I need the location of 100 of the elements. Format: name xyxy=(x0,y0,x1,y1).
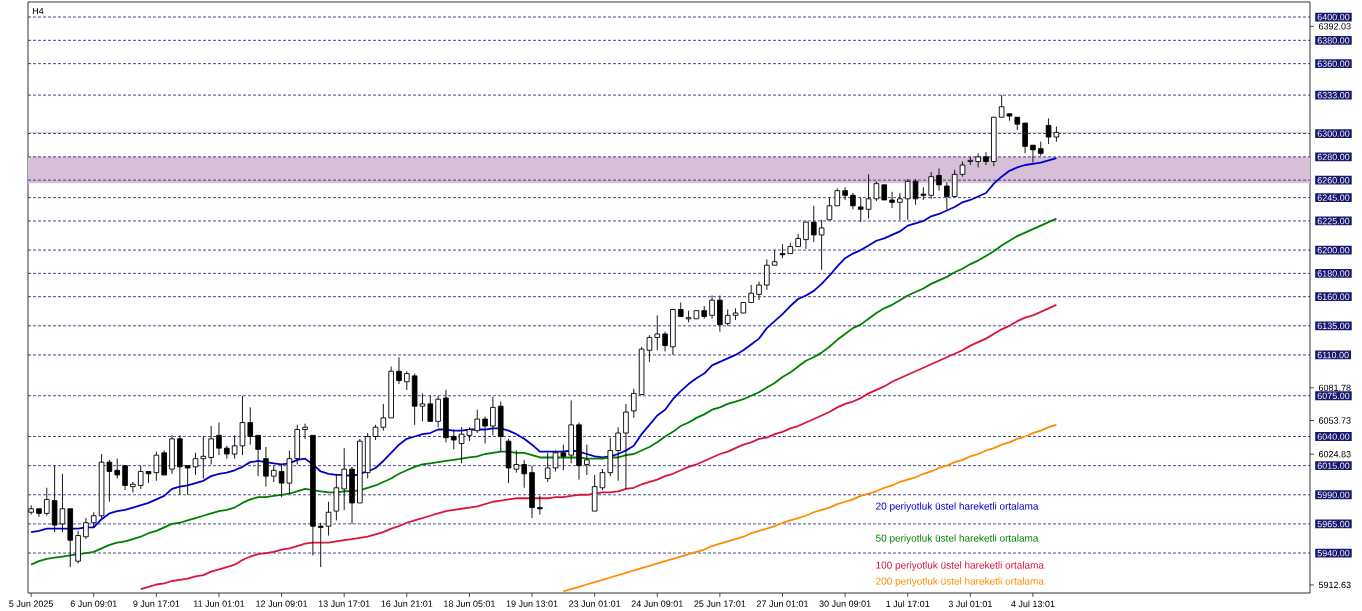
candlestick xyxy=(404,370,410,391)
candlestick xyxy=(36,508,42,518)
ref-line-label: 6110.00 xyxy=(1317,351,1349,359)
candlestick xyxy=(200,436,207,479)
candlestick xyxy=(748,284,754,303)
candlestick xyxy=(991,116,997,167)
x-tick-label: 30 Jun 09:01 xyxy=(819,600,871,607)
x-tick-label: 16 Jun 21:01 xyxy=(381,600,433,607)
candlestick xyxy=(584,444,590,476)
candlestick xyxy=(357,438,363,504)
candlestick xyxy=(904,178,911,221)
candlestick xyxy=(983,151,989,166)
candlestick xyxy=(270,465,277,483)
ref-line-label: 6400.00 xyxy=(1317,13,1350,21)
candlestick xyxy=(654,314,661,351)
candlestick xyxy=(779,243,786,259)
ref-line-label: 6260.00 xyxy=(1317,177,1350,184)
candlestick xyxy=(897,192,903,221)
candlestick xyxy=(521,459,527,489)
ref-line-label: 6040.00 xyxy=(1317,433,1350,440)
candlestick xyxy=(967,156,974,166)
candlestick xyxy=(662,331,668,352)
ref-line-label: 6015.00 xyxy=(1317,462,1350,469)
candlestick xyxy=(826,197,833,221)
candlestick xyxy=(607,437,614,477)
candlestick xyxy=(944,182,950,210)
candlestick xyxy=(294,424,301,465)
candlestick xyxy=(177,434,183,496)
ref-line-label: 6200.00 xyxy=(1317,246,1350,254)
y-tick-label: 6053.73 xyxy=(1318,417,1351,424)
candlestick xyxy=(474,409,481,434)
candlestick xyxy=(216,422,222,456)
candlestick xyxy=(388,366,394,419)
candlestick xyxy=(161,450,167,476)
text: 100 periyotluk üstel hareketli ortalama xyxy=(876,561,1044,571)
candlestick xyxy=(568,399,574,464)
candlestick xyxy=(975,152,981,168)
candlestick xyxy=(630,388,637,419)
candlestick xyxy=(75,530,81,564)
ref-line-label: 6180.00 xyxy=(1317,270,1350,277)
x-tick-label: 9 Jun 17:01 xyxy=(133,600,180,607)
candlestick xyxy=(537,495,543,516)
ref-line-label: 6333.00 xyxy=(1317,92,1350,99)
candlestick xyxy=(427,395,434,422)
candlestick xyxy=(43,487,50,517)
text: H4 xyxy=(32,7,44,15)
x-tick-label: 19 Jun 13:01 xyxy=(506,600,558,607)
ref-line-label: 6245.00 xyxy=(1317,194,1350,201)
candlestick xyxy=(544,452,551,483)
x-tick-label: 27 Jun 01:01 xyxy=(756,600,809,607)
candlestick xyxy=(349,466,355,525)
candlestick xyxy=(842,186,848,201)
candlestick xyxy=(310,434,316,556)
candlestick xyxy=(857,197,864,223)
candlestick xyxy=(701,305,708,320)
candlestick xyxy=(169,434,175,475)
candlestick xyxy=(810,205,817,243)
candlestick xyxy=(364,432,371,479)
ref-line-label: 6360.00 xyxy=(1317,60,1350,67)
candlestick xyxy=(443,389,449,443)
candlestick xyxy=(490,396,496,436)
candlestick xyxy=(756,281,762,301)
ref-line-label: 6160.00 xyxy=(1317,293,1350,300)
y-tick-label: 6392.03 xyxy=(1318,23,1351,30)
candlestick xyxy=(396,356,402,385)
candlestick xyxy=(677,302,684,317)
candlestick xyxy=(771,249,778,266)
x-tick-label: 12 Jun 09:01 xyxy=(256,600,308,607)
candlestick xyxy=(717,295,723,333)
candlestick xyxy=(208,425,214,465)
candlestick xyxy=(795,233,801,248)
candlestick xyxy=(818,219,825,271)
candlestick xyxy=(497,401,504,453)
candlestick xyxy=(122,465,128,491)
x-tick-label: 3 Jul 01:01 xyxy=(948,600,992,608)
x-tick-label: 4 Jul 13:01 xyxy=(1011,600,1055,608)
candlestick xyxy=(83,517,89,540)
text: 200 periyotluk üstel hareketli ortalama xyxy=(876,577,1044,587)
candlestick xyxy=(709,295,715,320)
candlestick xyxy=(928,171,934,200)
x-tick-label: 11 Jun 01:01 xyxy=(193,600,245,607)
ref-line-label: 5965.00 xyxy=(1317,520,1350,528)
candlestick xyxy=(764,258,770,291)
candlestick xyxy=(529,465,535,519)
ref-line-label: 6225.00 xyxy=(1317,217,1350,225)
candlestick xyxy=(247,406,254,446)
x-tick-label: 6 Jun 09:01 xyxy=(70,600,117,607)
y-tick-label: 5912.63 xyxy=(1318,581,1351,589)
y-tick-label: 6024.83 xyxy=(1318,451,1351,458)
candlestick xyxy=(850,192,856,210)
candlestick xyxy=(224,445,230,460)
candlestick xyxy=(325,501,332,536)
ref-line-label: 5940.00 xyxy=(1317,549,1350,557)
candlestick xyxy=(1030,144,1036,164)
candlestick xyxy=(834,187,841,207)
ref-line-label: 6135.00 xyxy=(1317,322,1350,330)
candlestick xyxy=(435,395,441,428)
candlestick xyxy=(67,508,74,568)
candlestick xyxy=(482,416,488,444)
candlestick xyxy=(450,429,457,450)
